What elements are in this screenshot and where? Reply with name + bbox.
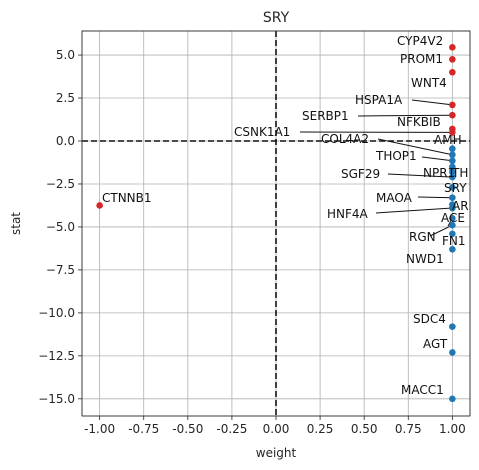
point-amh	[449, 145, 456, 153]
y-tick-label: −10.0	[38, 306, 75, 320]
y-tick-label: 0.0	[56, 134, 75, 148]
x-tick-label: 0.25	[307, 422, 334, 436]
point-rgn	[449, 221, 456, 229]
x-tick-label: 0.75	[395, 422, 422, 436]
y-tick-label: −12.5	[38, 349, 75, 363]
label-ace: ACE	[441, 211, 465, 225]
y-axis-label: stat	[9, 212, 23, 235]
leader-sgf29	[387, 173, 453, 178]
y-axis-ticks: −15.0 −12.5 −10.0 −7.5 −5.0 −2.5 0.0 2.5 5.0	[38, 48, 82, 406]
label-agt: AGT	[423, 337, 448, 351]
x-tick-label: -1.00	[84, 422, 115, 436]
leader-rgn	[429, 224, 453, 237]
x-tick-label: 1.00	[439, 422, 466, 436]
label-npr1: NPR1	[423, 166, 455, 180]
chart-title: SRY	[263, 10, 290, 26]
point-sgf29	[449, 173, 456, 181]
leader-maoa	[417, 196, 453, 199]
label-macc1: MACC1	[401, 383, 444, 397]
x-tick-label: -0.75	[128, 422, 159, 436]
point-hnf4a	[449, 204, 456, 212]
point-th	[449, 168, 456, 176]
point-wnt4	[449, 68, 456, 76]
x-tick-label: -0.25	[216, 422, 247, 436]
leader-thop1	[421, 156, 453, 162]
y-tick-label: 2.5	[56, 91, 75, 105]
y-tick-label: 5.0	[56, 48, 75, 62]
point-npr1	[449, 163, 456, 171]
point-sry	[449, 184, 456, 191]
label-ctnnb1: CTNNB1	[102, 191, 152, 205]
y-tick-label: −7.5	[46, 263, 75, 277]
label-hspa1a: HSPA1A	[355, 93, 403, 107]
x-axis-ticks: -1.00 -0.75 -0.50 -0.25 0.00 0.25 0.50 0.75 1.00	[84, 416, 466, 436]
point-labels: CYP4V2 PROM1 WNT4 HSPA1A SERBP1 NFKBIB CSNK1A1…	[102, 34, 469, 397]
label-nwd1: NWD1	[406, 252, 444, 266]
label-rgn: RGN	[409, 230, 436, 244]
label-sry: SRY	[444, 181, 467, 195]
point-thop1	[449, 157, 456, 165]
leader-hnf4a	[375, 207, 453, 214]
x-axis-label: weight	[256, 446, 297, 460]
label-prom1: PROM1	[400, 52, 443, 66]
point-csnk1a1	[449, 129, 456, 136]
leader-col4a2	[377, 138, 453, 156]
label-hnf4a: HNF4A	[327, 207, 369, 221]
label-serbp1: SERBP1	[302, 109, 349, 123]
data-points	[96, 44, 456, 403]
y-tick-label: −5.0	[46, 220, 75, 234]
label-sdc4: SDC4	[413, 312, 446, 326]
reference-lines	[82, 31, 470, 416]
point-col4a2	[449, 151, 456, 159]
label-amh: AMH	[434, 133, 462, 147]
leader-serbp1	[357, 114, 453, 117]
x-tick-label: 0.00	[263, 422, 290, 436]
point-cyp4v2	[449, 44, 456, 51]
x-tick-label: -0.50	[172, 422, 203, 436]
point-fn1	[449, 230, 456, 238]
point-ctnnb1	[96, 202, 103, 209]
label-maoa: MAOA	[376, 191, 413, 205]
point-ace	[449, 215, 456, 222]
leader-hspa1a	[411, 99, 453, 106]
point-serbp1	[449, 111, 456, 119]
point-hspa1a	[449, 101, 456, 109]
point-prom1	[449, 56, 456, 63]
label-wnt4: WNT4	[411, 76, 447, 90]
label-th: TH	[451, 166, 468, 180]
y-tick-label: −2.5	[46, 177, 75, 191]
label-nfkbib: NFKBIB	[397, 115, 441, 129]
label-cyp4v2: CYP4V2	[397, 34, 443, 48]
label-leaders	[299, 99, 453, 237]
label-csnk1a1: CSNK1A1	[234, 125, 290, 139]
point-sdc4	[449, 323, 456, 330]
y-tick-label: −15.0	[38, 392, 75, 406]
label-fn1: FN1	[442, 234, 466, 248]
label-ar: AR	[452, 199, 469, 213]
label-sgf29: SGF29	[341, 167, 380, 181]
point-nwd1	[449, 245, 456, 253]
x-tick-label: 0.50	[351, 422, 378, 436]
point-agt	[449, 349, 456, 356]
label-thop1: THOP1	[375, 149, 417, 163]
point-maoa	[449, 194, 456, 202]
point-macc1	[449, 395, 456, 403]
label-col4a2: COL4A2	[321, 132, 369, 146]
